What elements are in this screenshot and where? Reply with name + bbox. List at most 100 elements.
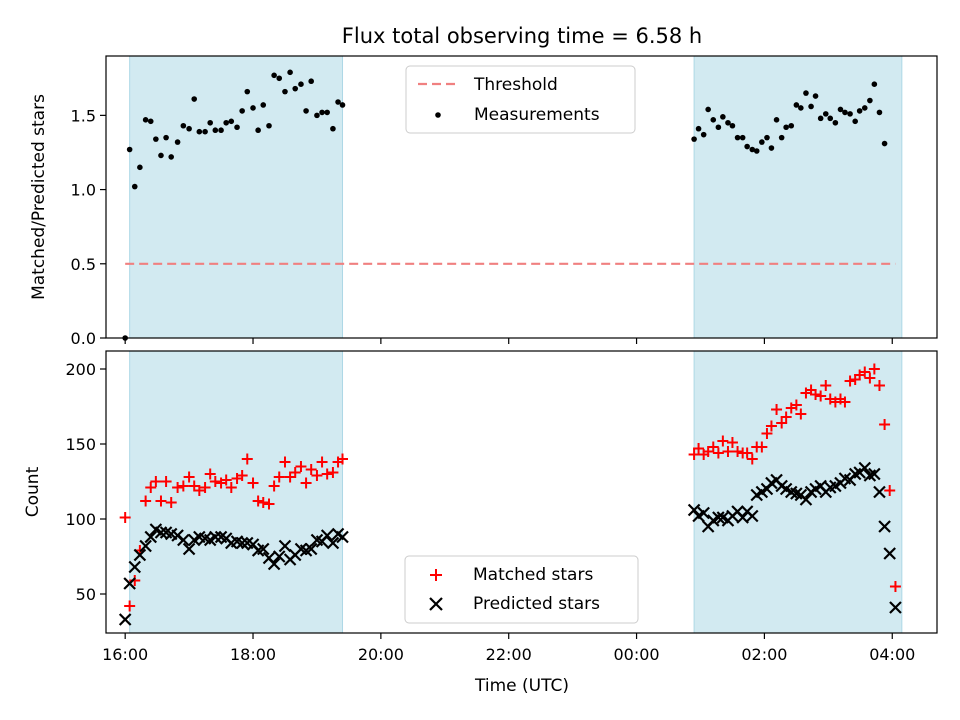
bottom-y-tick-label: 50 (76, 585, 96, 604)
measurement-point (142, 117, 149, 123)
bottom-y-tick-label: 150 (65, 435, 96, 454)
matched-star-point (741, 447, 753, 459)
measurement-point (207, 119, 213, 126)
bottom-panel: 50 100 150 200 16:00 18:00 20:00 22:00 00:00 02:… (23, 350, 938, 696)
measurement-point (319, 109, 325, 116)
matched-star-point (707, 441, 719, 453)
measurement-point (871, 81, 878, 87)
measurement-point (764, 134, 770, 141)
measurement-point (803, 90, 809, 96)
predicted-marker-stroke (133, 548, 147, 562)
matched-star-point (177, 480, 189, 492)
bottom-y-axis-label: Count (23, 466, 43, 517)
top-x-ticks (124, 338, 893, 344)
measurement-point (798, 105, 804, 111)
matched-star-point (327, 467, 339, 478)
predicted-marker-stroke (177, 533, 190, 547)
measurement-point (729, 122, 736, 129)
matched-star-point (183, 471, 195, 483)
measurement-point (314, 112, 320, 119)
matched-star-point (279, 456, 291, 468)
legend-threshold-label: Threshold (473, 75, 558, 95)
measurement-point (759, 139, 765, 145)
predicted-marker-stroke (198, 532, 212, 545)
matched-star-point (119, 512, 131, 523)
matched-star-point (300, 477, 312, 489)
observing-window-1 (129, 56, 343, 338)
predicted-star-point (878, 520, 891, 533)
x-tick-label: 04:00 (869, 645, 915, 664)
measurement-point (788, 122, 795, 129)
matched-star-point (722, 446, 734, 457)
matched-star-point (252, 495, 264, 507)
measurement-point (725, 119, 731, 126)
matched-star-point (295, 461, 307, 472)
x-tick-label: 16:00 (102, 645, 148, 664)
measurement-point (832, 119, 839, 126)
measurement-point (822, 111, 829, 117)
measurement-point (881, 140, 888, 147)
measurement-point (852, 118, 858, 125)
measurement-point (783, 124, 789, 131)
bottom-legend: Matched stars Predicted stars (404, 555, 639, 624)
matched-star-point (726, 437, 738, 448)
matched-star-point (321, 468, 333, 480)
measurement-point (153, 136, 159, 142)
matched-star-point (273, 471, 285, 483)
predicted-star-point (118, 613, 132, 626)
matched-star-point (844, 375, 856, 387)
measurement-point (827, 115, 834, 122)
predicted-star-point (278, 539, 292, 553)
matched-star-point (165, 497, 177, 508)
predicted-marker-stroke (889, 601, 902, 614)
matched-star-point (712, 447, 724, 459)
predicted-marker-stroke (883, 547, 896, 560)
predicted-star-point (272, 550, 286, 563)
measurement-point (773, 117, 780, 123)
predicted-marker-stroke (256, 542, 270, 556)
predicted-marker-stroke (336, 530, 349, 544)
legend-matched-label: Matched stars (473, 565, 593, 585)
predicted-star-point (320, 529, 334, 542)
matched-star-point (765, 420, 777, 432)
predicted-marker-stroke (240, 536, 254, 550)
predicted-marker-stroke (784, 485, 798, 499)
predicted-stars-points (118, 461, 902, 626)
measurement-point (867, 97, 873, 104)
matched-star-point (732, 446, 744, 457)
predicted-star-point (267, 557, 281, 571)
measurement-point (734, 134, 741, 141)
top-legend-box (405, 65, 636, 134)
observing-window-1 (129, 351, 343, 633)
matched-star-point (311, 470, 323, 481)
measurement-point (250, 105, 256, 111)
predicted-star-point (209, 530, 222, 544)
top-y-axis-label: Matched/Predicted stars (29, 94, 49, 300)
predicted-marker-stroke (230, 535, 244, 548)
measurement-point (147, 118, 154, 125)
legend-predicted-label: Predicted stars (473, 594, 600, 614)
matched-star-point (257, 497, 269, 508)
predicted-star-point (868, 467, 881, 481)
matched-star-point (263, 498, 275, 510)
matched-star-point (859, 366, 871, 378)
predicted-marker-stroke (770, 473, 783, 487)
predicted-star-point (336, 530, 349, 544)
matched-star-point (795, 408, 807, 420)
measurement-point (749, 146, 756, 153)
matched-star-point (864, 372, 876, 384)
matched-star-point (199, 482, 211, 493)
measurement-point (793, 102, 800, 108)
matched-star-point (247, 477, 259, 489)
measurement-point (223, 119, 229, 126)
matched-star-point (145, 482, 157, 493)
measurement-point (168, 154, 175, 160)
legend-measurements-swatch (435, 112, 441, 118)
predicted-star-point (883, 547, 896, 560)
matched-star-point (124, 600, 136, 612)
predicted-marker-stroke (182, 542, 196, 556)
measurement-point (308, 78, 314, 85)
matched-star-point (268, 480, 280, 492)
matched-star-point (815, 390, 827, 402)
x-tick-label: 02:00 (741, 645, 787, 664)
